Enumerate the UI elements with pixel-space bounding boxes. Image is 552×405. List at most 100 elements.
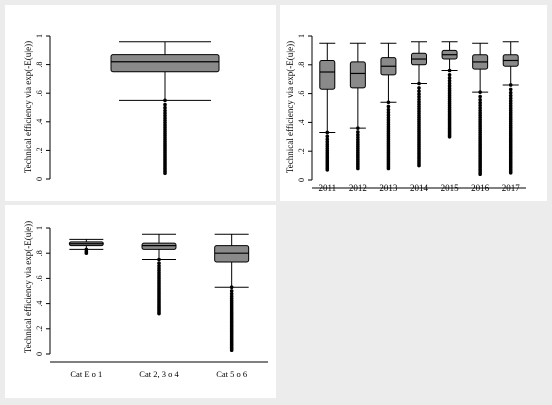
outlier-point (356, 166, 360, 171)
y-tick-label: .8 (297, 62, 306, 68)
box-1: 2012 (349, 42, 367, 193)
y-tick-label: .2 (35, 147, 44, 153)
y-tick-label: .4 (35, 119, 44, 125)
panel-efficiency-by-year: 0 .2 .4 .6 .8 1 2011 2012 2013 2014 2015 2016 2017 T… (280, 5, 547, 201)
box-5: 2016 (471, 42, 490, 193)
box-0: 2011 (318, 42, 336, 193)
outlier-point (447, 68, 452, 73)
box-4: 2015 (441, 41, 460, 193)
box-6: 2017 (502, 41, 521, 193)
outlier-point (84, 251, 89, 255)
y-tick-label: 1 (297, 34, 306, 38)
panel-background (280, 5, 547, 201)
outlier-point (478, 172, 482, 177)
y-tick-label: .2 (35, 326, 44, 332)
box-body (214, 245, 250, 263)
outlier-point (157, 261, 161, 265)
outlier-point (325, 134, 330, 139)
y-tick-label: .2 (297, 148, 306, 154)
outlier-point (508, 87, 513, 92)
outlier-point (157, 257, 161, 262)
outlier-point (417, 92, 421, 96)
outlier-point (163, 108, 167, 113)
y-tick-label: .6 (35, 90, 44, 96)
outlier-point (325, 168, 330, 172)
y-tick-label: .6 (297, 91, 306, 97)
outlier-point (229, 289, 234, 293)
outlier-point (386, 110, 391, 115)
box-1: Cat 2, 3 o 4 (139, 233, 179, 379)
box-body (319, 59, 336, 90)
plot-area: 0 .2 .4 .6 .8 1 Cat E o 1 Cat 2, 3 o 4 Cat 5 o 6 (35, 226, 268, 379)
y-tick-label: 0 (35, 352, 44, 356)
outlier-point (386, 166, 391, 171)
outlier-point (163, 105, 167, 110)
outlier-point (417, 97, 421, 102)
outlier-point (447, 81, 452, 86)
outlier-point (508, 99, 513, 103)
box-2: Cat 5 o 6 (214, 233, 250, 379)
y-tick-label: .6 (35, 275, 44, 281)
box-2: 2013 (379, 42, 398, 193)
box-body (141, 242, 177, 250)
outlier-point (163, 171, 167, 176)
outlier-point (163, 98, 167, 103)
x-tick-label: 2012 (349, 183, 367, 193)
outlier-point (417, 163, 421, 168)
outlier-point (229, 348, 234, 353)
box-0: Cat E o 1 (68, 238, 104, 379)
y-tick-label: 1 (35, 34, 44, 38)
outlier-point (508, 96, 513, 101)
box-0 (110, 41, 220, 176)
x-tick-label: Cat 5 o 6 (216, 369, 247, 379)
outlier-point (325, 137, 330, 142)
x-tick-label: 2015 (441, 183, 460, 193)
outlier-point (325, 130, 330, 135)
x-tick-label: 2017 (502, 183, 521, 193)
box-3: 2014 (410, 41, 429, 193)
outlier-point (447, 73, 452, 77)
y-tick-label: 1 (35, 226, 44, 230)
x-tick-label: 2014 (410, 183, 429, 193)
outlier-point (508, 171, 513, 175)
outlier-point (417, 86, 421, 90)
outlier-point (229, 291, 234, 296)
y-tick-label: .8 (35, 62, 44, 68)
outlier-point (478, 97, 482, 102)
y-tick-label: .8 (35, 250, 44, 256)
outlier-point (417, 94, 421, 99)
x-tick-label: 2016 (471, 183, 490, 193)
outlier-point (356, 133, 360, 137)
y-tick-label: .4 (297, 119, 306, 125)
outlier-point (386, 113, 391, 117)
y-tick-label: .4 (35, 301, 44, 307)
outlier-point (447, 78, 452, 83)
outlier-point (386, 100, 391, 105)
outlier-point (508, 90, 513, 95)
plot-area: 0 .2 .4 .6 .8 1 2011 2012 2013 2014 2015 2016 2017 (297, 34, 526, 193)
y-axis-label: Technical efficiency via exp(-E(u|e)) (285, 41, 295, 173)
y-tick-label: 0 (297, 178, 306, 182)
box-body (349, 61, 366, 89)
outlier-point (157, 311, 161, 316)
outlier-point (447, 76, 452, 80)
outlier-point (478, 106, 482, 110)
outlier-point (386, 104, 391, 109)
x-tick-label: Cat 2, 3 o 4 (139, 369, 179, 379)
outlier-point (386, 107, 391, 112)
outlier-point (229, 285, 234, 290)
outlier-point (447, 135, 452, 139)
outlier-point (478, 103, 482, 108)
outlier-point (356, 126, 360, 130)
outlier-point (356, 130, 360, 134)
y-axis-label: Technical efficiency via exp(-E(u|e)) (23, 41, 33, 173)
panel-efficiency-by-category: 0 .2 .4 .6 .8 1 Cat E o 1 Cat 2, 3 o 4 Cat 5 o 6… (5, 205, 276, 398)
outlier-point (478, 90, 482, 94)
panel-background (5, 5, 276, 201)
y-tick-label: 0 (35, 177, 44, 181)
y-axis-label: Technical efficiency via exp(-E(u|e)) (23, 221, 33, 353)
panel-overall-efficiency: 0 .2 .4 .6 .8 1 Technical efficiency via exp(… (5, 5, 276, 201)
outlier-point (417, 89, 421, 93)
outlier-point (163, 102, 167, 107)
